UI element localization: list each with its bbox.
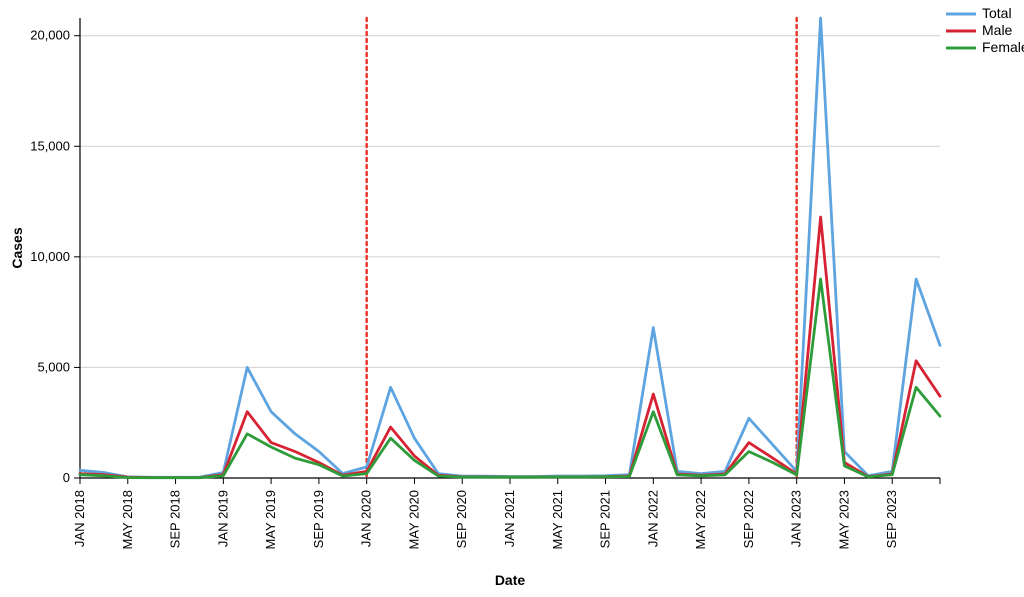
ytick-label: 20,000	[30, 28, 70, 43]
xtick-label: JAN 2023	[789, 490, 804, 547]
xtick-label: MAY 2020	[406, 490, 421, 550]
xtick-label: SEP 2018	[168, 490, 183, 548]
legend-label: Male	[982, 22, 1013, 38]
ytick-label: 0	[63, 470, 70, 485]
y-axis-label: Cases	[9, 227, 25, 268]
xtick-label: JAN 2019	[215, 490, 230, 547]
ytick-label: 15,000	[30, 138, 70, 153]
xtick-label: JAN 2021	[502, 490, 517, 547]
ytick-label: 10,000	[30, 249, 70, 264]
xtick-label: JAN 2018	[72, 490, 87, 547]
xtick-label: JAN 2022	[645, 490, 660, 547]
xtick-label: MAY 2019	[263, 490, 278, 550]
xtick-label: SEP 2022	[741, 490, 756, 548]
xtick-label: SEP 2020	[454, 490, 469, 548]
xtick-label: MAY 2018	[120, 490, 135, 550]
xtick-label: MAY 2022	[693, 490, 708, 550]
ytick-label: 5,000	[37, 359, 70, 374]
legend-label: Female	[982, 39, 1024, 55]
xtick-label: MAY 2021	[550, 490, 565, 550]
x-axis-label: Date	[495, 572, 526, 588]
xtick-label: SEP 2021	[598, 490, 613, 548]
xtick-label: SEP 2019	[311, 490, 326, 548]
xtick-label: JAN 2020	[359, 490, 374, 547]
xtick-label: MAY 2023	[836, 490, 851, 550]
xtick-label: SEP 2023	[884, 490, 899, 548]
legend-label: Total	[982, 5, 1012, 21]
cases-line-chart: 0 5,000 10,000 15,000 20,000 JAN 2018 MAY 2018…	[0, 0, 1024, 597]
chart-svg: 0 5,000 10,000 15,000 20,000 JAN 2018 MAY 2018…	[0, 0, 1024, 597]
